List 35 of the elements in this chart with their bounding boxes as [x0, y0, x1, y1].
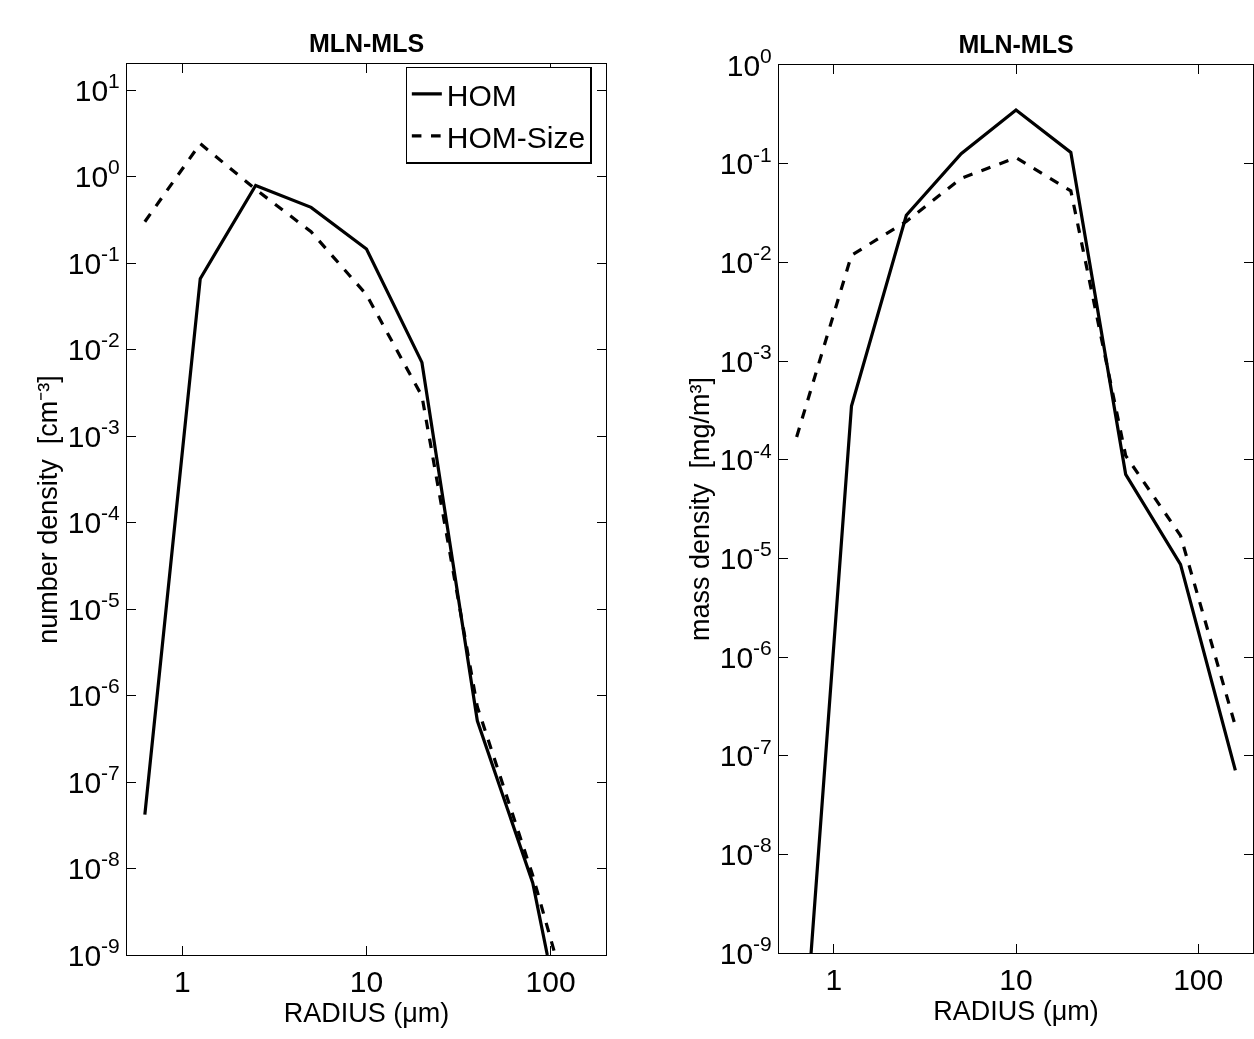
x-tick-label: 1: [825, 963, 843, 997]
x-tick-label: 1: [174, 965, 191, 999]
y-tick-label: 10$^{-9}$: [67, 933, 120, 972]
y-tick-label: 10$^{-4}$: [67, 501, 121, 540]
y-tick-label: 10$^{-5}$: [719, 537, 772, 575]
y-tick-label: 10$^{-2}$: [719, 241, 772, 279]
y-tick-label: 10$^{-8}$: [719, 833, 772, 871]
y-axis-title: mass density [mg/m³]: [684, 376, 715, 642]
x-axis-title: RADIUS (μm): [283, 998, 450, 1029]
y-tick-label: 10$^{-3}$: [719, 339, 772, 378]
x-tick-label: 10: [349, 965, 384, 999]
y-tick-label: 10$^{0}$: [74, 155, 120, 194]
x-axis-title: RADIUS (μm): [933, 996, 1099, 1027]
chart-title: MLN-MLS: [958, 30, 1074, 58]
y-tick-label: 10$^{-9}$: [719, 931, 772, 970]
y-tick-label: 10$^{-5}$: [67, 587, 120, 626]
y-tick-label: 10$^{-8}$: [67, 847, 120, 885]
y-tick-label: 10$^{-2}$: [67, 328, 120, 367]
y-tick-label: 10$^{-6}$: [67, 674, 120, 713]
y-tick-label: 10$^{-1}$: [719, 142, 772, 181]
y-tick-label: 10$^{-7}$: [67, 760, 120, 799]
x-tick-label: 100: [1173, 963, 1224, 997]
y-tick-label: 10$^{-1}$: [67, 241, 120, 280]
y-tick-label: 10$^{-7}$: [719, 734, 772, 773]
y-tick-label: 10$^{-3}$: [67, 414, 120, 453]
y-tick-label: 10$^{0}$: [726, 43, 772, 82]
x-tick-label: 100: [525, 965, 576, 999]
chart-title: MLN-MLS: [308, 29, 425, 57]
legend-label: HOM-Size: [446, 120, 586, 154]
x-tick-label: 10: [999, 963, 1033, 997]
y-axis-title: number density [cm⁻³]: [32, 375, 63, 644]
y-tick-label: 10$^{1}$: [74, 68, 120, 107]
y-tick-label: 10$^{-4}$: [719, 438, 773, 477]
y-tick-label: 10$^{-6}$: [719, 635, 772, 674]
legend-label: HOM: [446, 78, 517, 112]
